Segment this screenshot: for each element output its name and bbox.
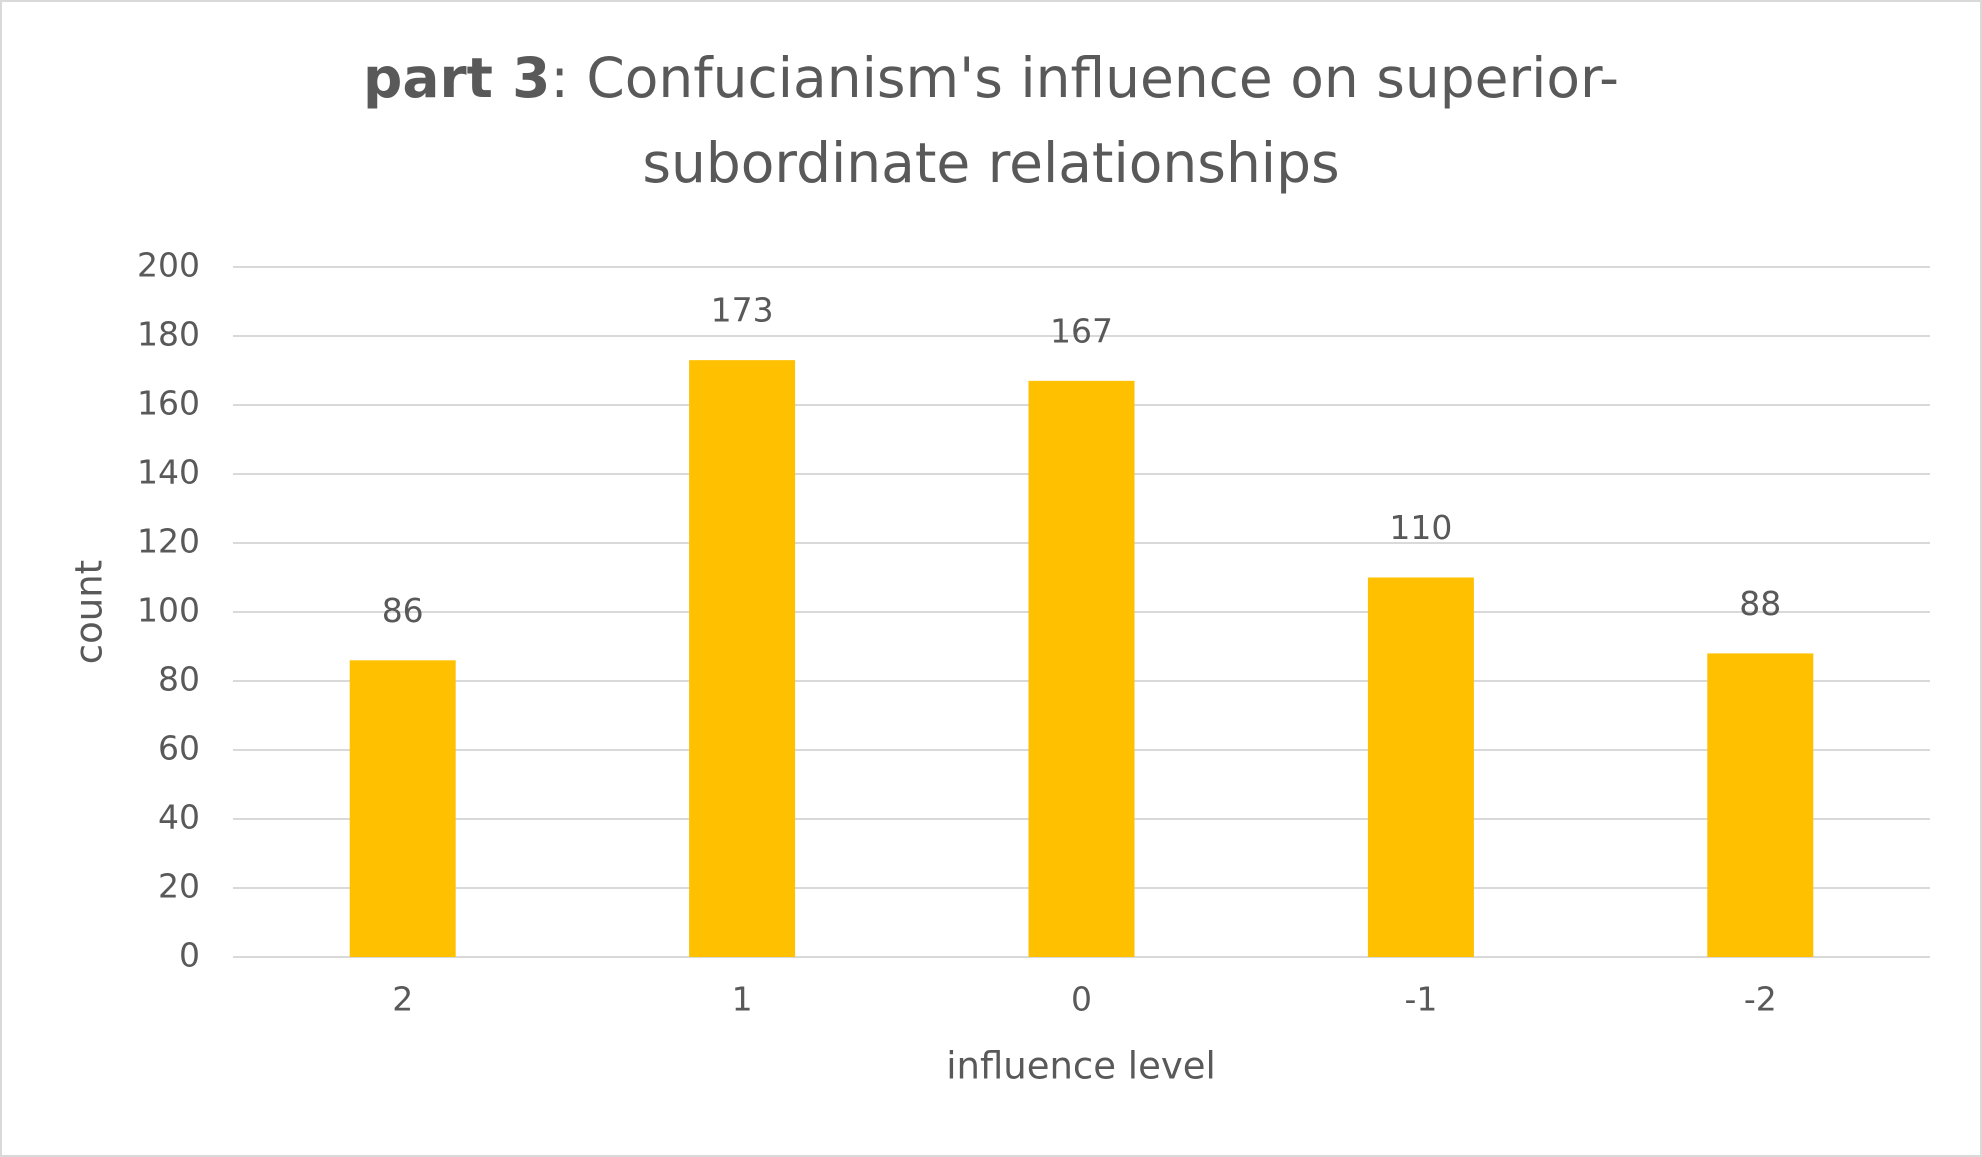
title-rest: : Confucianism's influence on superior- [550, 46, 1619, 110]
bar [1028, 380, 1135, 958]
y-tick-label: 180 [137, 315, 200, 354]
bar [689, 360, 796, 957]
x-axis-label: influence level [946, 1045, 1216, 1088]
y-tick-label: 40 [158, 798, 200, 837]
x-tick-label: -2 [1744, 980, 1777, 1019]
y-tick-label: 120 [137, 522, 200, 561]
chart-title-line2: subordinate relationships [642, 131, 1339, 195]
bar [1707, 653, 1814, 957]
y-tick-label: 60 [158, 729, 200, 768]
title-bold: part 3 [363, 46, 550, 110]
chart-title: part 3: Confucianism's influence on supe… [363, 46, 1619, 110]
y-tick-label: 100 [137, 591, 200, 630]
y-axis-label: count [68, 560, 111, 664]
data-label: 86 [382, 591, 424, 630]
y-tick-label: 160 [137, 384, 200, 423]
bar [1367, 577, 1474, 957]
data-label: 110 [1389, 508, 1452, 547]
bar [349, 660, 456, 957]
x-tick-label: 1 [732, 980, 753, 1019]
y-tick-label: 80 [158, 660, 200, 699]
data-label: 167 [1050, 311, 1113, 350]
x-tick-label: -1 [1404, 980, 1437, 1019]
data-label: 88 [1739, 584, 1781, 623]
x-tick-label: 2 [392, 980, 413, 1019]
x-tick-label: 0 [1071, 980, 1092, 1019]
y-tick-label: 200 [137, 246, 200, 285]
y-tick-label: 140 [137, 453, 200, 492]
y-tick-label: 0 [179, 936, 200, 975]
y-tick-label: 20 [158, 867, 200, 906]
data-label: 173 [711, 291, 774, 330]
